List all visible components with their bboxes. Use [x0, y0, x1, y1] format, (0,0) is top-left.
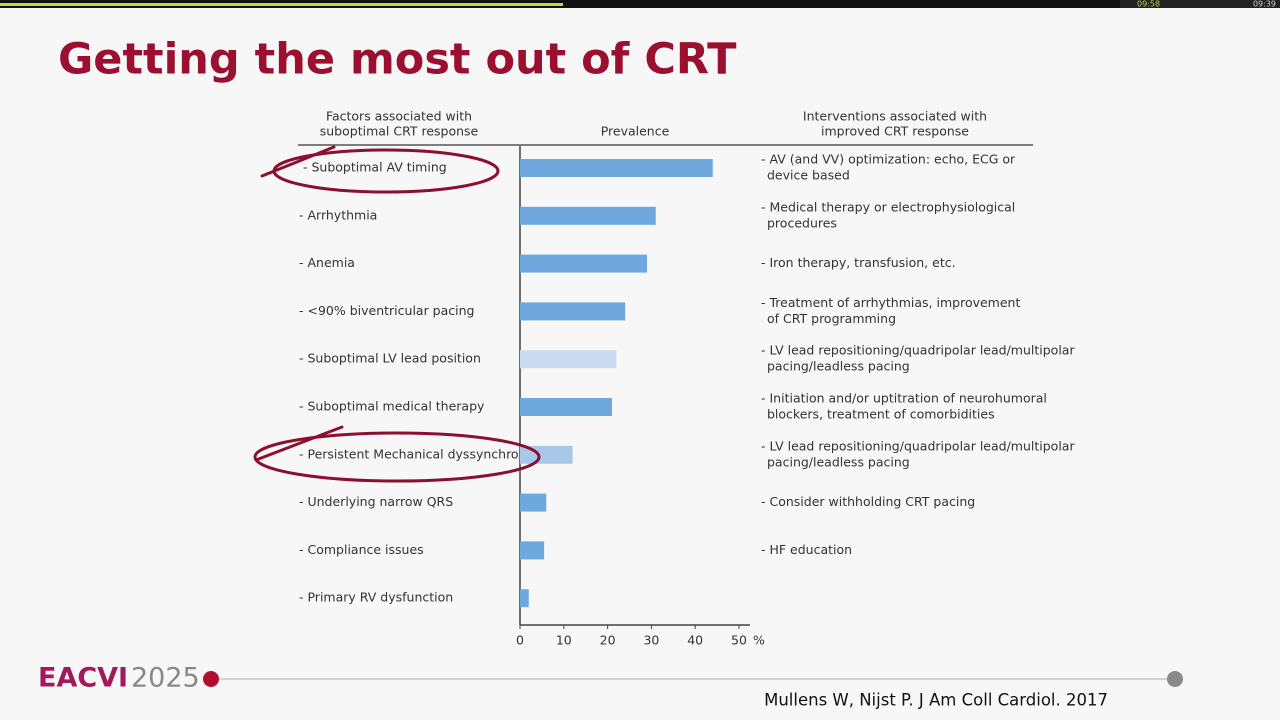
citation: Mullens W, Nijst P. J Am Coll Cardiol. 2… [764, 691, 1108, 710]
highlight-stroke [260, 145, 336, 178]
slide-title: Getting the most out of CRT [58, 35, 737, 85]
bar [520, 589, 529, 608]
bar [520, 254, 648, 273]
column-header: improved CRT response [821, 124, 969, 139]
intervention-text: - Initiation and/or uptitration of neuro… [761, 391, 1047, 406]
bar [520, 302, 626, 321]
intervention-text: - LV lead repositioning/quadripolar lead… [761, 343, 1075, 358]
time-remaining: 09:39 [1253, 0, 1276, 9]
intervention-text: - AV (and VV) optimization: echo, ECG or [761, 152, 1016, 167]
intervention-text: - Consider withholding CRT pacing [761, 494, 975, 509]
x-tick-label: 20 [600, 633, 616, 648]
x-tick-label: 0 [516, 633, 524, 648]
category-label: - Persistent Mechanical dyssynchrony [299, 446, 535, 461]
intervention-text: - HF education [761, 542, 852, 557]
brand-year: 2025 [131, 663, 200, 694]
category-label: - Anemia [299, 255, 355, 270]
x-tick-label: 50 [731, 633, 747, 648]
highlight-stroke [254, 425, 344, 462]
intervention-text: - Iron therapy, transfusion, etc. [761, 255, 956, 270]
column-header: Interventions associated with [803, 109, 987, 124]
x-tick-label: 30 [643, 633, 659, 648]
category-label: - <90% biventricular pacing [299, 303, 474, 318]
bar [520, 493, 547, 512]
intervention-text: device based [767, 168, 850, 183]
category-label: - Underlying narrow QRS [299, 494, 453, 509]
category-label: - Compliance issues [299, 542, 424, 557]
bar [520, 159, 713, 177]
intervention-text: procedures [767, 215, 837, 230]
intervention-text: - Medical therapy or electrophysiologica… [761, 199, 1015, 214]
x-tick-label: 40 [687, 633, 703, 648]
x-tick-label: 10 [556, 633, 572, 648]
brand: EACVI [38, 663, 128, 694]
bar [520, 350, 617, 369]
category-label: - Primary RV dysfunction [299, 590, 453, 605]
bar [520, 398, 612, 416]
category-label: - Suboptimal LV lead position [299, 351, 481, 366]
intervention-text: pacing/leadless pacing [767, 359, 910, 374]
intervention-text: - LV lead repositioning/quadripolar lead… [761, 438, 1075, 453]
time-bar [1120, 0, 1280, 8]
intervention-text: blockers, treatment of comorbidities [767, 407, 995, 422]
annotations [253, 145, 541, 483]
category-label: - Suboptimal medical therapy [299, 399, 485, 414]
column-header: Prevalence [601, 124, 670, 139]
category-label: - Arrhythmia [299, 207, 377, 222]
category-label: - Suboptimal AV timing [303, 160, 447, 175]
intervention-text: pacing/leadless pacing [767, 454, 910, 469]
time-elapsed: 09:58 [1137, 0, 1160, 9]
x-unit: % [753, 633, 765, 648]
bar [520, 541, 545, 560]
intervention-text: of CRT programming [767, 311, 896, 326]
column-header: Factors associated with [326, 109, 472, 124]
footer-dot [203, 671, 219, 687]
intervention-text: - Treatment of arrhythmias, improvement [761, 295, 1020, 310]
bar [520, 206, 656, 225]
footer-dot [1167, 671, 1183, 687]
column-header: suboptimal CRT response [320, 124, 479, 139]
highlight-ellipse [253, 431, 541, 483]
progress-fill [0, 3, 563, 6]
